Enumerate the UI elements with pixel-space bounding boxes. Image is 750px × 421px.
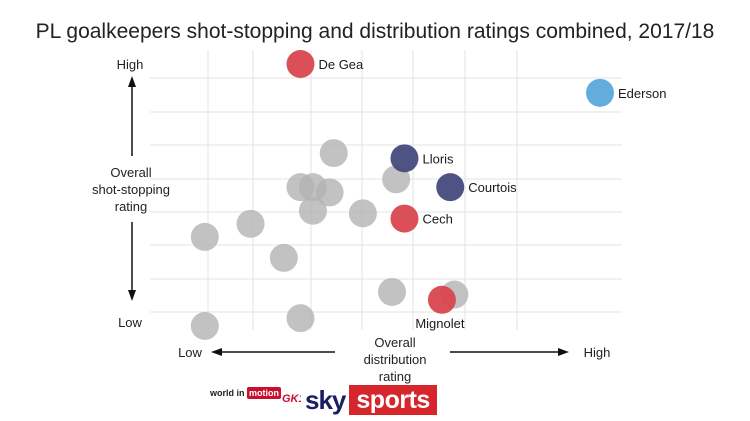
data-point-unlabeled bbox=[348, 199, 377, 228]
data-point-ederson bbox=[586, 78, 614, 107]
x-axis-arrowhead-right bbox=[558, 348, 569, 356]
data-point-unlabeled bbox=[298, 196, 327, 225]
chart-title: PL goalkeepers shot-stopping and distrib… bbox=[35, 20, 715, 43]
x-axis-title: Overall distribution rating bbox=[340, 334, 450, 385]
data-point-lloris bbox=[390, 144, 419, 173]
x-axis-title-line-2: distribution bbox=[363, 352, 427, 367]
data-point-unlabeled bbox=[236, 209, 265, 238]
data-label-lloris: Lloris bbox=[422, 151, 454, 166]
data-point-unlabeled bbox=[269, 243, 298, 272]
data-point-cech bbox=[390, 204, 419, 233]
x-axis-high-label: High bbox=[583, 345, 611, 360]
data-point-unlabeled bbox=[382, 165, 411, 194]
y-axis-title-line-3: rating bbox=[114, 199, 148, 214]
world-in-motion-logo-text: world in bbox=[210, 388, 245, 398]
data-point-unlabeled bbox=[319, 139, 348, 168]
y-axis-title: Overall shot-stopping rating bbox=[72, 164, 190, 215]
data-label-mignolet: Mignolet bbox=[415, 316, 465, 331]
x-axis-title-line-3: rating bbox=[378, 369, 412, 384]
sky-logo-text: sky bbox=[301, 385, 350, 415]
data-label-courtois: Courtois bbox=[468, 180, 517, 195]
data-point-unlabeled bbox=[190, 312, 219, 340]
data-point-unlabeled bbox=[286, 304, 315, 333]
y-axis-title-line-1: Overall bbox=[110, 165, 152, 180]
y-axis-arrowhead-up bbox=[128, 76, 136, 87]
x-axis-arrowhead-left bbox=[211, 348, 222, 356]
data-point-unlabeled bbox=[315, 178, 344, 207]
x-axis-title-line-1: Overall bbox=[374, 335, 416, 350]
y-axis-title-line-2: shot-stopping bbox=[91, 182, 171, 197]
data-label-de-gea: De Gea bbox=[318, 57, 364, 72]
gk1-logo: GK1 bbox=[282, 393, 305, 405]
world-in-motion-logo-badge: motion bbox=[247, 387, 282, 399]
sports-logo-text: sports bbox=[349, 385, 437, 415]
data-point-unlabeled bbox=[190, 222, 219, 251]
y-axis-high-label: High bbox=[116, 57, 144, 72]
data-label-cech: Cech bbox=[422, 212, 452, 227]
x-axis-low-label: Low bbox=[178, 345, 202, 360]
data-point-courtois bbox=[436, 173, 465, 202]
data-point-de-gea bbox=[286, 50, 315, 78]
y-axis-low-label: Low bbox=[118, 315, 142, 330]
data-point-unlabeled bbox=[378, 277, 406, 306]
sky-sports-logo: sky sports bbox=[301, 385, 437, 415]
y-axis-arrowhead-down bbox=[128, 290, 136, 301]
world-in-motion-logo: world in motion bbox=[210, 387, 282, 399]
data-point-mignolet bbox=[427, 285, 456, 314]
data-label-ederson: Ederson bbox=[618, 86, 666, 101]
